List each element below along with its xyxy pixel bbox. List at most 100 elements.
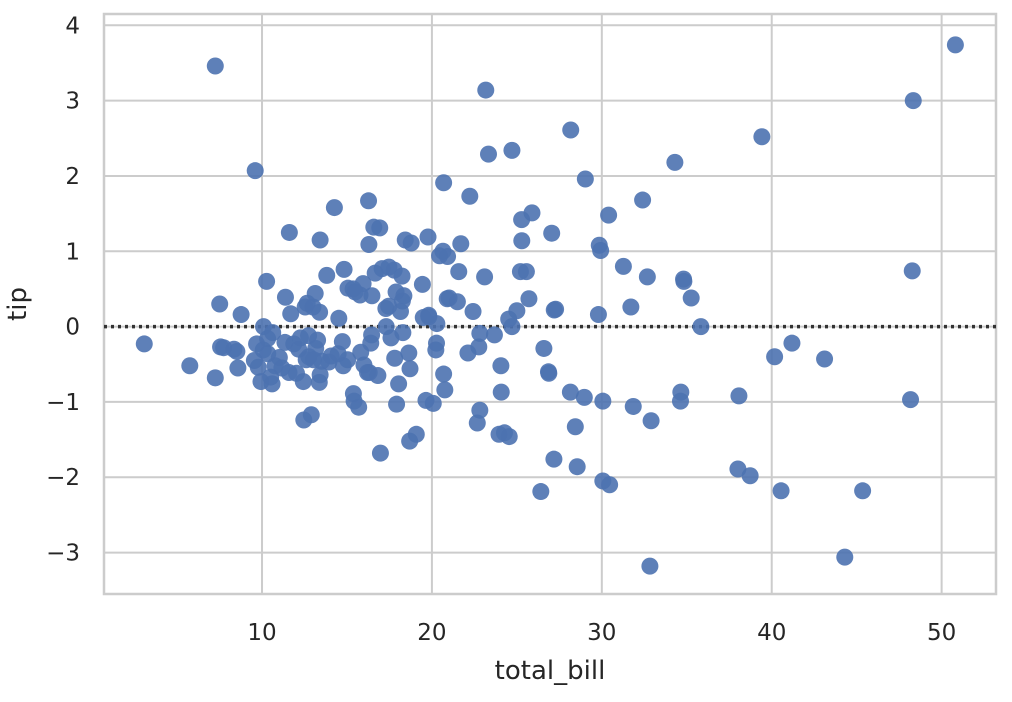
scatter-point	[468, 414, 486, 432]
scatter-point	[306, 284, 324, 302]
y-tick-label: 0	[65, 315, 80, 341]
scatter-point	[333, 333, 351, 351]
y-axis-label: tip	[3, 287, 33, 321]
scatter-point	[413, 275, 431, 293]
scatter-point	[540, 364, 558, 382]
data-points	[135, 36, 964, 575]
scatter-point	[407, 425, 425, 443]
scatter-point	[543, 224, 561, 242]
x-tick-label: 20	[417, 620, 446, 646]
scatter-point	[545, 450, 563, 468]
scatter-point	[339, 351, 357, 369]
scatter-point	[280, 223, 298, 241]
scatter-point	[309, 331, 327, 349]
scatter-point	[335, 260, 353, 278]
scatter-point	[390, 375, 408, 393]
x-tick-label: 50	[927, 620, 956, 646]
scatter-point	[513, 232, 531, 250]
scatter-point	[624, 397, 642, 415]
scatter-point	[562, 121, 580, 139]
scatter-point	[360, 235, 378, 253]
scatter-point	[532, 483, 550, 501]
scatter-point	[436, 381, 454, 399]
scatter-point	[325, 199, 343, 217]
scatter-point	[523, 204, 541, 222]
scatter-point	[181, 357, 199, 375]
x-tick-label: 10	[247, 620, 276, 646]
scatter-point	[354, 275, 372, 293]
scatter-point	[641, 557, 659, 575]
y-tick-label: 4	[65, 13, 80, 39]
scatter-point	[452, 235, 470, 253]
scatter-point	[741, 467, 759, 485]
scatter-point	[730, 387, 748, 405]
scatter-point	[388, 395, 406, 413]
scatter-point	[471, 401, 489, 419]
scatter-point	[479, 145, 497, 163]
scatter-point	[435, 365, 453, 383]
scatter-point	[428, 334, 446, 352]
scatter-point	[206, 369, 224, 387]
plot-frame	[102, 12, 998, 596]
scatter-point	[508, 302, 526, 320]
scatter-point	[228, 342, 246, 360]
scatter-point	[594, 392, 612, 410]
scatter-point	[517, 263, 535, 281]
scatter-point	[682, 289, 700, 307]
scatter-point	[601, 476, 619, 494]
scatter-point	[419, 228, 437, 246]
scatter-point	[666, 153, 684, 171]
scatter-point	[854, 482, 872, 500]
scatter-point	[622, 298, 640, 316]
vertical-gridlines	[261, 14, 943, 594]
scatter-point	[783, 334, 801, 352]
scatter-point	[330, 309, 348, 327]
scatter-point	[520, 290, 538, 308]
scatter-point	[424, 394, 442, 412]
scatter-point	[470, 338, 488, 356]
scatter-point	[561, 383, 579, 401]
x-axis-label: total_bill	[495, 656, 606, 686]
scatter-point	[485, 326, 503, 344]
scatter-point	[492, 383, 510, 401]
scatter-point	[902, 391, 920, 409]
scatter-point	[435, 174, 453, 192]
scatter-point	[258, 272, 276, 290]
scatter-point	[311, 366, 329, 384]
scatter-point	[547, 300, 565, 318]
scatter-point	[772, 482, 790, 500]
scatter-point	[302, 406, 320, 424]
scatter-point	[439, 248, 457, 266]
scatter-point	[903, 262, 921, 280]
scatter-point	[476, 268, 494, 286]
scatter-point	[263, 375, 281, 393]
scatter-point	[503, 318, 521, 336]
scatter-point	[232, 306, 250, 324]
scatter-point	[311, 231, 329, 249]
scatter-point	[229, 359, 247, 377]
scatter-point	[371, 444, 389, 462]
y-tick-label: −3	[46, 541, 80, 567]
scatter-point	[535, 339, 553, 357]
x-tick-label: 40	[757, 620, 786, 646]
scatter-point	[311, 303, 329, 321]
scatter-point	[589, 306, 607, 324]
y-tick-label: 1	[65, 239, 80, 265]
scatter-point	[360, 192, 378, 210]
scatter-point	[638, 268, 656, 286]
scatter-point	[369, 367, 387, 385]
scatter-point	[363, 287, 381, 305]
scatter-point	[766, 348, 784, 366]
scatter-point	[450, 263, 468, 281]
scatter-point	[904, 92, 922, 110]
scatter-point	[428, 315, 446, 333]
scatter-point	[946, 36, 964, 54]
scatter-point	[294, 373, 312, 391]
y-tick-label: 3	[65, 89, 80, 115]
x-tick-labels: 10 20 30 40 50	[247, 620, 956, 646]
scatter-point	[394, 324, 412, 342]
scatter-point	[461, 187, 479, 205]
x-tick-label: 30	[587, 620, 616, 646]
scatter-point	[816, 350, 834, 368]
